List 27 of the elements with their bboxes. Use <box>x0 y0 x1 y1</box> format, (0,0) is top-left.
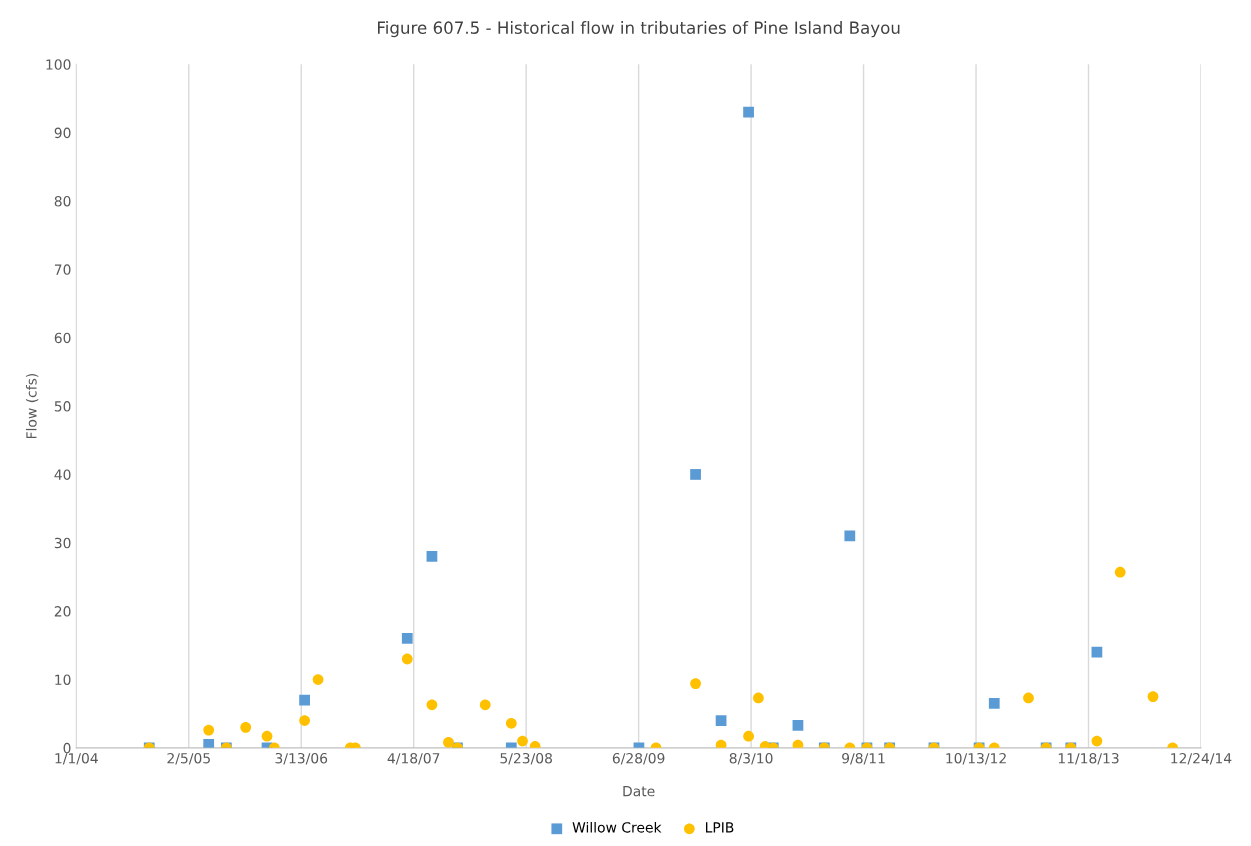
x-tick-label: 12/24/14 <box>1171 752 1232 765</box>
x-tick-label: 3/13/06 <box>275 752 328 765</box>
y-axis-title: Flow (cfs) <box>25 373 39 439</box>
y-tick-label: 70 <box>54 264 71 275</box>
x-tick-label: 4/18/07 <box>387 752 440 765</box>
x-tick-label: 10/13/12 <box>946 752 1006 765</box>
x-tick-label: 1/1/04 <box>55 752 98 765</box>
y-tick-label: 10 <box>55 674 71 685</box>
x-tick-label: 5/23/08 <box>500 752 552 765</box>
x-tick-label: 2/5/05 <box>167 752 210 765</box>
y-tick-label: 0 <box>63 742 71 754</box>
x-tick-label: 8/3/10 <box>729 752 773 765</box>
chart-title: Figure 607.5 - Historical flow in tributaries of Pine Island Bayou <box>378 21 900 38</box>
legend-label: LPIB <box>705 822 734 833</box>
x-tick-label: 6/28/09 <box>612 752 665 765</box>
x-tick-label: 11/18/13 <box>1058 752 1119 765</box>
legend-label: Willow Creek <box>572 821 662 833</box>
y-tick-label: 40 <box>54 469 71 480</box>
y-tick-label: 50 <box>54 401 71 412</box>
y-tick-label: 20 <box>54 606 71 617</box>
y-tick-label: 80 <box>54 195 71 207</box>
x-tick-label: 9/8/11 <box>842 752 885 765</box>
y-tick-label: 30 <box>54 537 71 549</box>
y-tick-label: 60 <box>54 332 71 344</box>
y-tick-label: 100 <box>46 59 71 70</box>
y-tick-label: 90 <box>54 127 71 139</box>
x-axis-title: Date <box>623 786 655 797</box>
